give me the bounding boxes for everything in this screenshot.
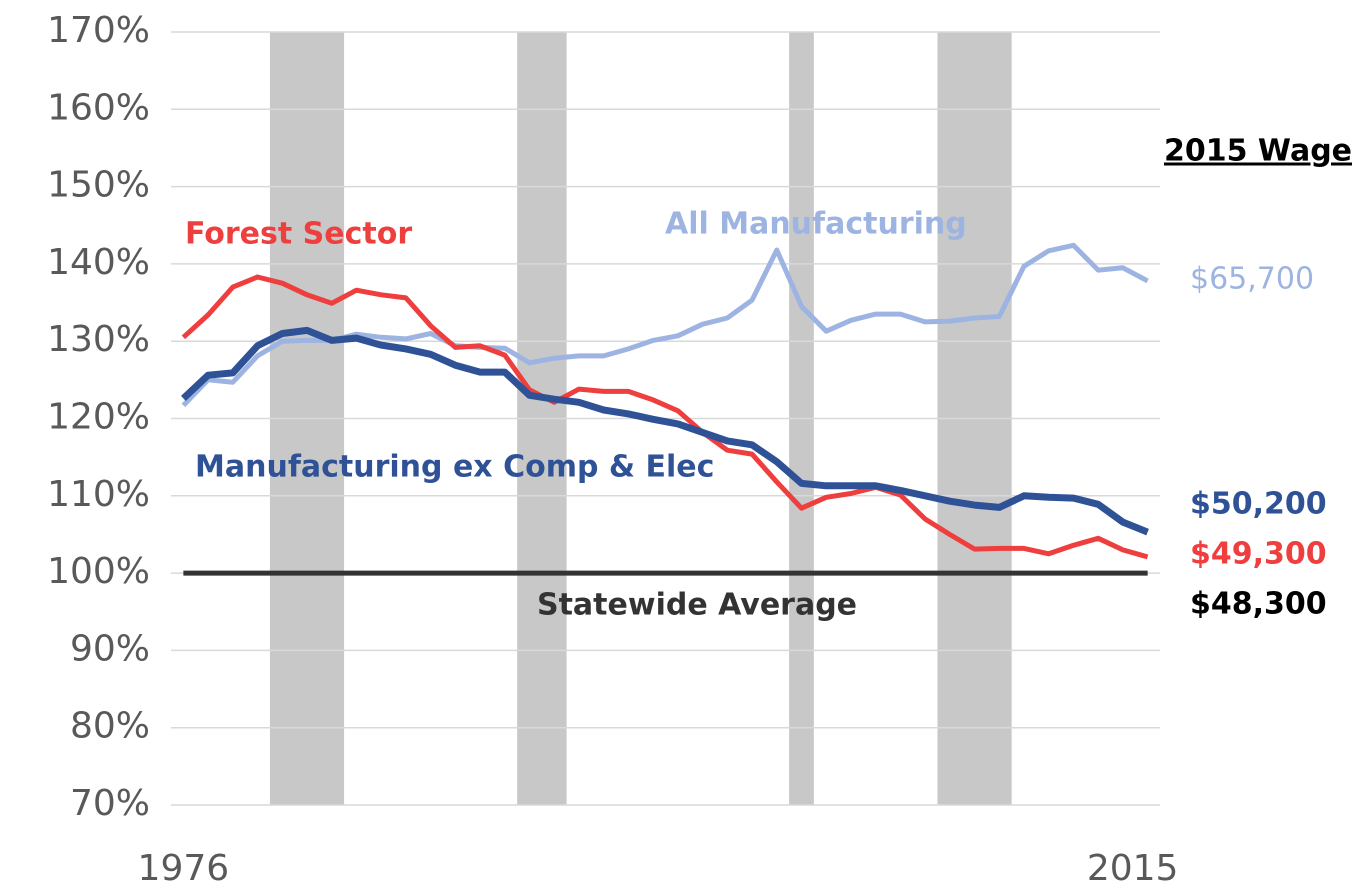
x-tick-label: 1976 (138, 848, 230, 889)
reference-label: Statewide Average (537, 588, 857, 623)
wage-label: $48,300 (1190, 587, 1327, 622)
series-line (181, 326, 1149, 536)
y-tick-label: 120% (47, 397, 150, 438)
wage-header: 2015 Wage (1164, 134, 1352, 169)
wage-label: $50,200 (1190, 487, 1327, 522)
series-line (181, 274, 1149, 560)
y-tick-label: 150% (47, 165, 150, 206)
y-tick-label: 70% (70, 783, 150, 824)
x-tick-label: 2015 (1087, 848, 1179, 889)
y-tick-label: 160% (47, 87, 150, 128)
series-label: Forest Sector (185, 217, 412, 252)
y-tick-label: 170% (47, 10, 150, 51)
y-tick-label: 110% (47, 474, 150, 515)
series-label: All Manufacturing (665, 207, 967, 242)
series-label: Manufacturing ex Comp & Elec (195, 450, 714, 485)
y-tick-label: 80% (70, 706, 150, 747)
y-tick-label: 140% (47, 242, 150, 283)
y-tick-label: 130% (47, 319, 150, 360)
wage-label: $49,300 (1190, 537, 1327, 572)
wage-label: $65,700 (1190, 262, 1314, 297)
y-tick-label: 100% (47, 551, 150, 592)
y-tick-label: 90% (70, 628, 150, 669)
